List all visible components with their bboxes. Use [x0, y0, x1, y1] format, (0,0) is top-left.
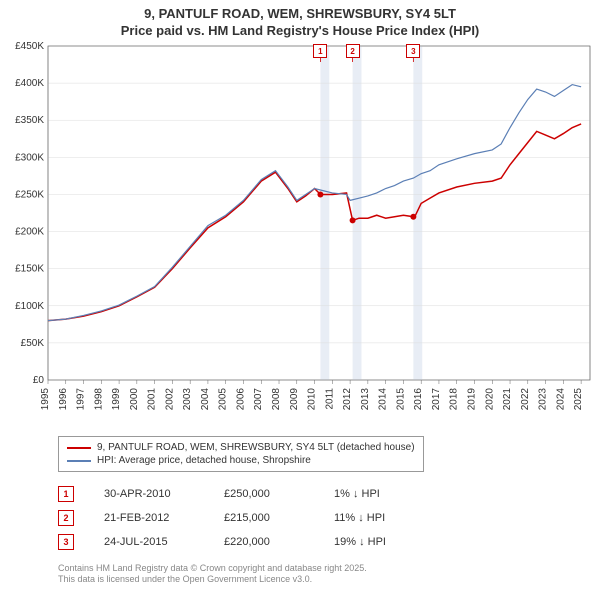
legend-swatch — [67, 447, 91, 449]
svg-text:1996: 1996 — [58, 388, 69, 411]
sale-marker-3: 3 — [406, 44, 420, 58]
svg-text:2013: 2013 — [360, 388, 371, 411]
svg-text:2010: 2010 — [307, 388, 318, 411]
sale-diff: 19% ↓ HPI — [334, 536, 424, 548]
svg-text:2025: 2025 — [573, 388, 584, 411]
svg-text:2005: 2005 — [218, 388, 229, 411]
svg-text:£0: £0 — [33, 375, 45, 386]
container: 9, PANTULF ROAD, WEM, SHREWSBURY, SY4 5L… — [0, 0, 600, 590]
svg-text:1999: 1999 — [111, 388, 122, 411]
svg-text:£400K: £400K — [15, 78, 44, 89]
sale-price: £250,000 — [224, 488, 304, 500]
sale-marker-icon: 3 — [58, 534, 74, 550]
sale-diff: 11% ↓ HPI — [334, 512, 424, 524]
sale-date: 21-FEB-2012 — [104, 512, 194, 524]
legend-label: HPI: Average price, detached house, Shro… — [97, 455, 311, 466]
svg-text:2009: 2009 — [289, 388, 300, 411]
svg-text:2019: 2019 — [466, 388, 477, 411]
footer-attribution: Contains HM Land Registry data © Crown c… — [58, 563, 367, 586]
svg-text:2006: 2006 — [235, 388, 246, 411]
svg-text:2020: 2020 — [484, 388, 495, 411]
svg-text:2001: 2001 — [147, 388, 158, 411]
legend: 9, PANTULF ROAD, WEM, SHREWSBURY, SY4 5L… — [58, 436, 424, 472]
chart-title: 9, PANTULF ROAD, WEM, SHREWSBURY, SY4 5L… — [0, 0, 600, 40]
sale-row: 3 24-JUL-2015 £220,000 19% ↓ HPI — [58, 530, 424, 554]
sale-marker-icon: 1 — [58, 486, 74, 502]
svg-text:2016: 2016 — [413, 388, 424, 411]
chart-area: £0 £50K £100K £150K £200K £250K £300K £350K £400… — [0, 42, 600, 432]
footer-line2: This data is licensed under the Open Gov… — [58, 574, 367, 586]
svg-text:2000: 2000 — [129, 388, 140, 411]
svg-text:2007: 2007 — [253, 388, 264, 411]
svg-text:£350K: £350K — [15, 115, 44, 126]
legend-label: 9, PANTULF ROAD, WEM, SHREWSBURY, SY4 5L… — [97, 442, 415, 453]
sale-row: 1 30-APR-2010 £250,000 1% ↓ HPI — [58, 482, 424, 506]
svg-text:£50K: £50K — [21, 338, 45, 349]
svg-text:2003: 2003 — [182, 388, 193, 411]
svg-text:2021: 2021 — [502, 388, 513, 411]
legend-swatch — [67, 460, 91, 462]
svg-text:£150K: £150K — [15, 264, 44, 275]
sale-price: £215,000 — [224, 512, 304, 524]
sale-marker-1: 1 — [313, 44, 327, 58]
svg-text:£200K: £200K — [15, 227, 44, 238]
svg-text:2017: 2017 — [431, 388, 442, 411]
svg-text:2024: 2024 — [555, 388, 566, 411]
sale-price: £220,000 — [224, 536, 304, 548]
svg-text:2008: 2008 — [271, 388, 282, 411]
svg-text:2002: 2002 — [164, 388, 175, 411]
line-chart: £0 £50K £100K £150K £200K £250K £300K £350K £400… — [0, 42, 600, 432]
svg-text:1997: 1997 — [76, 388, 87, 411]
svg-text:2022: 2022 — [520, 388, 531, 411]
svg-text:2014: 2014 — [378, 388, 389, 411]
legend-item: 9, PANTULF ROAD, WEM, SHREWSBURY, SY4 5L… — [67, 441, 415, 454]
title-line1: 9, PANTULF ROAD, WEM, SHREWSBURY, SY4 5L… — [0, 6, 600, 23]
svg-text:2018: 2018 — [449, 388, 460, 411]
svg-text:£300K: £300K — [15, 152, 44, 163]
svg-text:£250K: £250K — [15, 189, 44, 200]
sale-marker-2: 2 — [346, 44, 360, 58]
svg-text:2012: 2012 — [342, 388, 353, 411]
svg-text:2023: 2023 — [538, 388, 549, 411]
sale-date: 24-JUL-2015 — [104, 536, 194, 548]
svg-text:£100K: £100K — [15, 301, 44, 312]
title-line2: Price paid vs. HM Land Registry's House … — [0, 23, 600, 40]
sale-row: 2 21-FEB-2012 £215,000 11% ↓ HPI — [58, 506, 424, 530]
sale-date: 30-APR-2010 — [104, 488, 194, 500]
svg-text:£450K: £450K — [15, 42, 44, 52]
legend-item: HPI: Average price, detached house, Shro… — [67, 454, 415, 467]
svg-text:1995: 1995 — [40, 388, 51, 411]
sale-diff: 1% ↓ HPI — [334, 488, 424, 500]
svg-text:2004: 2004 — [200, 388, 211, 411]
svg-text:2011: 2011 — [324, 388, 335, 410]
footer-line1: Contains HM Land Registry data © Crown c… — [58, 563, 367, 575]
svg-text:2015: 2015 — [395, 388, 406, 411]
sale-marker-icon: 2 — [58, 510, 74, 526]
sales-table: 1 30-APR-2010 £250,000 1% ↓ HPI 2 21-FEB-2012… — [58, 482, 424, 554]
svg-text:1998: 1998 — [93, 388, 104, 411]
